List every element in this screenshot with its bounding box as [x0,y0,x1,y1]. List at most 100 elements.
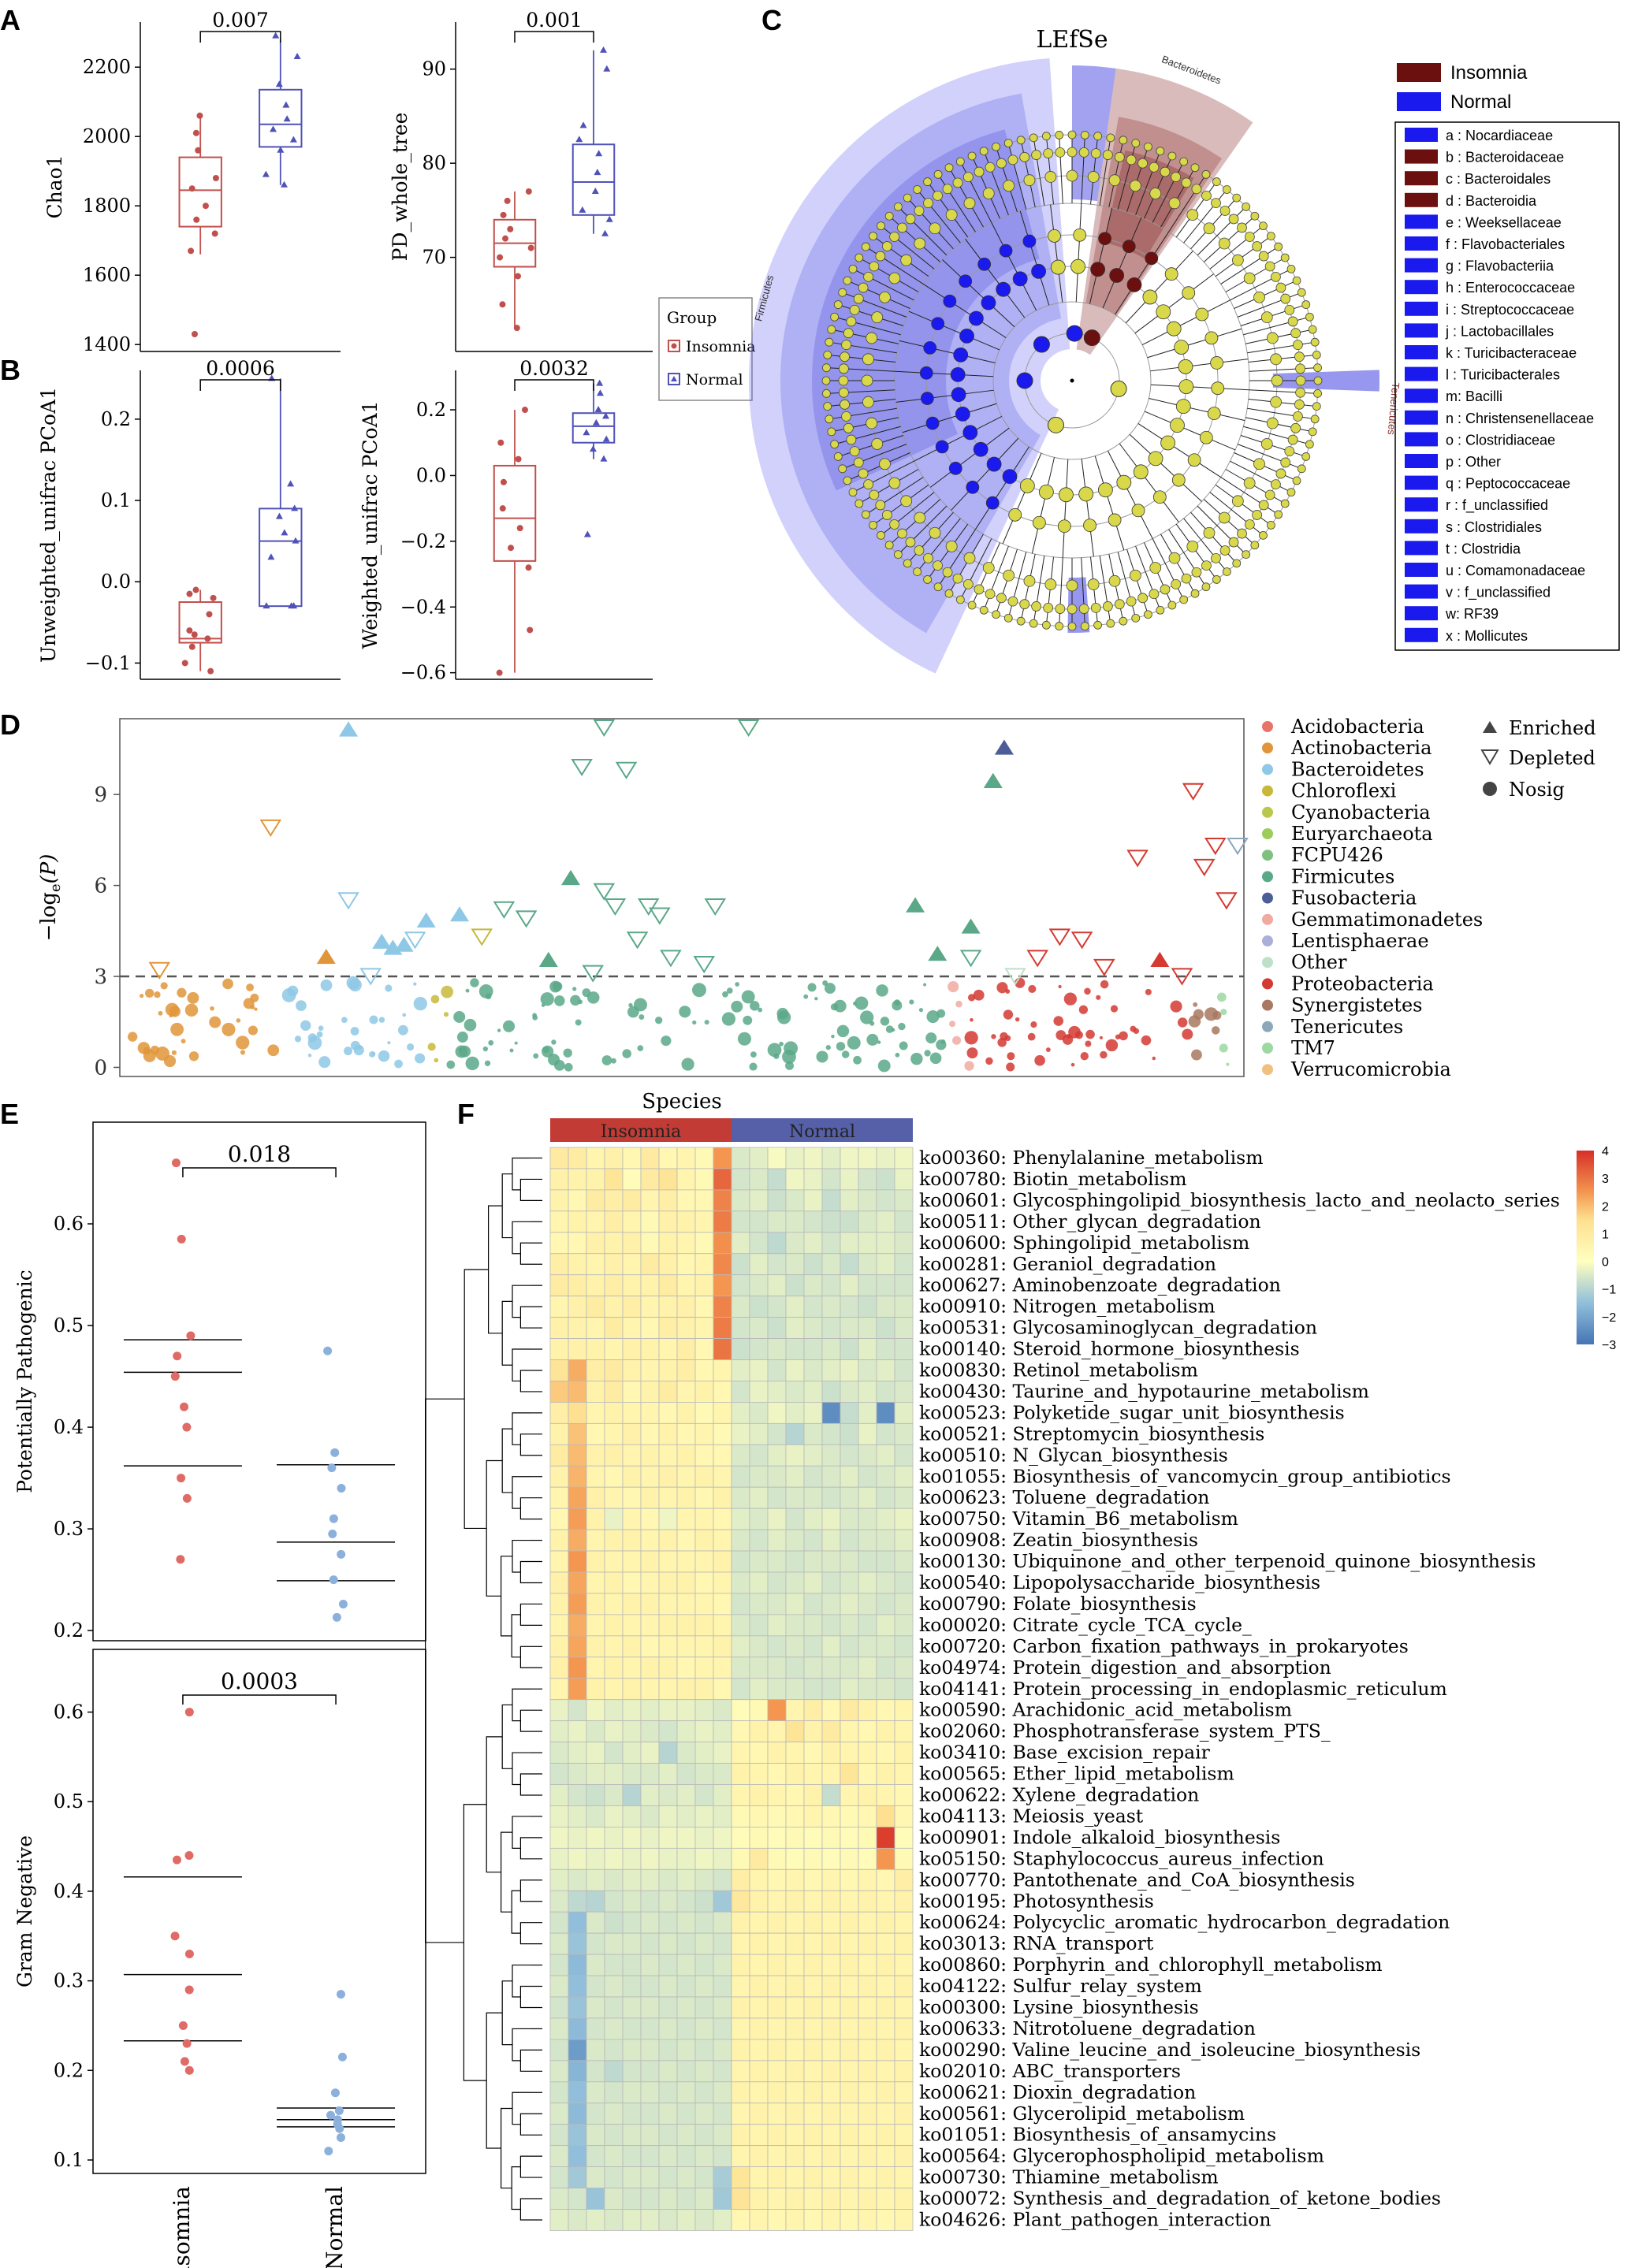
heatmap-cell [658,1338,678,1360]
tree-node [1167,600,1177,610]
taxa-label: i : Streptococcaceae [1446,302,1574,318]
tree-node [1012,271,1028,287]
y-tick-label: −0.1 [85,652,131,674]
taxa-swatch [1405,366,1438,381]
data-point [337,1483,346,1493]
heatmap-cell [894,1422,914,1445]
clade-shade-tenericutes [1272,370,1379,392]
heatmap-cell [894,1975,914,1998]
heatmap-cell [840,1147,859,1169]
nosig-point [1211,1026,1220,1035]
tree-node [1186,540,1199,552]
heatmap-cell [749,1422,769,1445]
heatmap-cell [876,2060,895,2083]
y-tick-label: 9 [94,783,107,807]
depleted-marker [1004,968,1026,986]
heatmap-cell [586,1996,605,2019]
nosig-point [210,1006,214,1011]
nosig-point [1085,1029,1095,1039]
heatmap-cell [568,1911,587,1934]
depleted-marker [515,910,538,928]
nosig-point [427,1043,436,1051]
heatmap-cell [821,1529,841,1552]
heatmap-cell [568,2039,587,2062]
tree-branch [971,542,1000,606]
heatmap-cell [622,1975,642,1998]
heatmap-cell [549,1210,569,1233]
tree-branch [930,427,1010,488]
heatmap-cell [731,1847,750,1870]
heatmap-cell [767,1422,787,1445]
tree-branch [1245,329,1313,344]
heatmap-cell [586,1911,605,1934]
depleted-marker [1193,858,1216,877]
heatmap-cell [676,1444,696,1467]
nosig-point [1219,1043,1228,1053]
heatmap-cell [694,1168,714,1191]
tree-node [1312,350,1321,359]
heatmap-cell [694,2039,714,2062]
tree-node [1201,190,1212,201]
enriched-marker [928,946,948,961]
tree-node [1114,151,1125,162]
tree-node [1228,214,1239,225]
nosig-point [296,1000,307,1011]
tree-node [1280,293,1291,304]
heatmap-cell [658,2209,678,2231]
nosig-point [777,1010,791,1024]
heatmap-cell [640,1147,660,1169]
tree-node [1295,375,1306,386]
heatmap-cell [894,2060,914,2083]
colorbar-tick-label: −1 [1602,1284,1616,1297]
heatmap-cell [876,1742,895,1764]
tree-node [1078,604,1089,615]
heatmap-cell [731,1699,750,1722]
tree-node [879,458,891,470]
taxa-swatch [1405,606,1438,621]
heatmap-cell [840,1232,859,1255]
nosig-point [924,1050,931,1057]
heatmap-cell [604,2145,624,2167]
heatmap-cell [622,1210,642,1233]
nosig-point [1045,1047,1051,1052]
heatmap-cell [767,1486,787,1509]
tree-node [889,232,900,242]
tree-branch [902,403,997,433]
heatmap-cell [640,1465,660,1488]
heatmap-cell [731,1571,750,1594]
nosig-point [350,1027,359,1035]
heatmap-cell [821,1826,841,1849]
phylum-swatch [1262,785,1273,797]
heatmap-cell [876,1338,895,1360]
taxa-swatch [1405,323,1438,338]
taxa-swatch [1405,584,1438,599]
heatmap-cell [767,2017,787,2040]
tree-branch [1045,136,1054,205]
nosig-point [925,1032,937,1044]
tree-branch [1234,452,1298,481]
heatmap-cell [749,1635,769,1658]
nosig-point [415,1053,426,1064]
phylum-label: Gemmatimonadetes [1291,909,1483,931]
tree-branch [852,460,914,493]
heatmap-cell [658,1911,678,1934]
tree-node [1232,559,1242,568]
heatmap-cell [749,2017,769,2040]
heatmap-cell [785,2124,805,2147]
phylum-label: Synergistetes [1291,995,1423,1017]
tree-node [838,363,849,374]
heatmap-cell [767,1996,787,2019]
tree-node [948,461,962,475]
heatmap-cell [676,1232,696,1255]
phylum-label: Chloroflexi [1291,780,1397,802]
heatmap-cell [549,2124,569,2147]
heatmap-cell [658,1274,678,1297]
data-point [186,627,193,634]
tree-branch [907,197,954,250]
heatmap-cell [767,1465,787,1488]
heatmap-cell [568,1720,587,1742]
nosig-point [866,1033,879,1046]
heatmap-cell [840,1868,859,1891]
tree-node [1119,616,1128,626]
